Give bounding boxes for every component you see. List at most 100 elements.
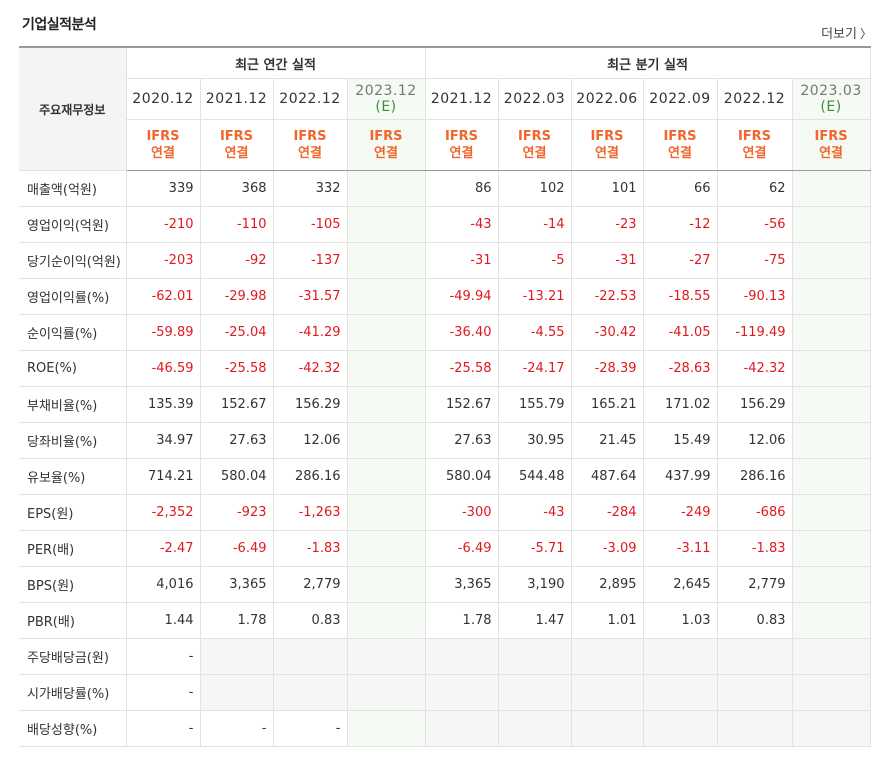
value-cell: 368 xyxy=(199,170,274,207)
value-cell xyxy=(791,566,871,603)
value-cell: -923 xyxy=(199,494,274,531)
value-cell: -249 xyxy=(642,494,718,531)
value-cell: 437.99 xyxy=(642,458,718,495)
value-cell: -3.11 xyxy=(642,530,718,567)
value-cell: 27.63 xyxy=(199,422,274,459)
value-cell: 135.39 xyxy=(125,386,201,423)
value-cell: -31 xyxy=(424,242,499,279)
value-cell xyxy=(791,458,871,495)
period-label: 2021.12 xyxy=(205,91,268,107)
financial-summary-table: 주요재무정보 최근 연간 실적 최근 분기 실적 2020.12 2021.12 2… xyxy=(19,46,871,747)
value-cell: 1.01 xyxy=(570,602,644,639)
value-cell xyxy=(791,422,871,459)
value-cell xyxy=(642,638,718,675)
row-label: PER(배) xyxy=(19,530,127,567)
value-cell: 155.79 xyxy=(497,386,572,423)
value-cell: 0.83 xyxy=(272,602,348,639)
value-cell: -300 xyxy=(424,494,499,531)
value-cell: 21.45 xyxy=(570,422,644,459)
estimate-mark: (E) xyxy=(375,99,397,115)
table-row: 유보율(%) 714.21 580.04 286.16 580.04 544.48 487.… xyxy=(19,458,871,495)
value-cell: -22.53 xyxy=(570,278,644,315)
value-cell: -46.59 xyxy=(125,350,201,387)
value-cell: -119.49 xyxy=(716,314,793,351)
period-header: 2023.12 (E) xyxy=(346,78,426,120)
value-cell: -25.58 xyxy=(424,350,499,387)
row-label: 주당배당금(원) xyxy=(19,638,127,675)
value-cell xyxy=(346,386,426,423)
value-cell xyxy=(272,638,348,675)
more-link[interactable]: 더보기 〉 xyxy=(821,23,872,42)
value-cell: -2.47 xyxy=(125,530,201,567)
value-cell xyxy=(346,350,426,387)
value-cell: -28.39 xyxy=(570,350,644,387)
value-cell: 3,365 xyxy=(424,566,499,603)
value-cell: 34.97 xyxy=(125,422,201,459)
row-label: 당기순이익(억원) xyxy=(19,242,127,279)
ifrs-label: IFRS xyxy=(146,129,180,144)
value-cell: - xyxy=(125,638,201,675)
period-header: 2021.12 xyxy=(199,78,274,120)
value-cell: 156.29 xyxy=(716,386,793,423)
value-cell: 339 xyxy=(125,170,201,207)
row-label: 매출액(억원) xyxy=(19,170,127,207)
annual-group-header: 최근 연간 실적 xyxy=(125,46,426,79)
value-cell: -42.32 xyxy=(716,350,793,387)
value-cell: -5 xyxy=(497,242,572,279)
table-row: PBR(배) 1.44 1.78 0.83 1.78 1.47 1.01 1.03 0.83 xyxy=(19,602,871,639)
value-cell: -41.05 xyxy=(642,314,718,351)
value-cell: -18.55 xyxy=(642,278,718,315)
table-row: 영업이익(억원) -210 -110 -105 -43 -14 -23 -12 -56 xyxy=(19,206,871,243)
row-label: 유보율(%) xyxy=(19,458,127,495)
value-cell: 165.21 xyxy=(570,386,644,423)
period-label: 2021.12 xyxy=(430,91,493,107)
row-label: 배당성향(%) xyxy=(19,710,127,747)
value-cell: -59.89 xyxy=(125,314,201,351)
value-cell: 171.02 xyxy=(642,386,718,423)
value-cell xyxy=(791,170,871,207)
ifrs-badge: IFRS 연결 xyxy=(791,119,871,171)
value-cell xyxy=(791,278,871,315)
consolidated-label: 연결 xyxy=(819,146,843,161)
value-cell xyxy=(642,710,718,747)
value-cell xyxy=(497,638,572,675)
row-label: PBR(배) xyxy=(19,602,127,639)
value-cell xyxy=(791,530,871,567)
value-cell xyxy=(497,674,572,711)
value-cell: 1.03 xyxy=(642,602,718,639)
value-cell xyxy=(424,638,499,675)
value-cell: -12 xyxy=(642,206,718,243)
value-cell xyxy=(346,458,426,495)
value-cell: -1.83 xyxy=(272,530,348,567)
table-row: 당기순이익(억원) -203 -92 -137 -31 -5 -31 -27 -75 xyxy=(19,242,871,279)
value-cell: - xyxy=(125,674,201,711)
value-cell: -31.57 xyxy=(272,278,348,315)
consolidated-label: 연결 xyxy=(595,146,619,161)
value-cell xyxy=(346,314,426,351)
value-cell: -25.04 xyxy=(199,314,274,351)
value-cell: -6.49 xyxy=(199,530,274,567)
value-cell: -210 xyxy=(125,206,201,243)
table-row: ROE(%) -46.59 -25.58 -42.32 -25.58 -24.17 -28.… xyxy=(19,350,871,387)
period-label: 2020.12 xyxy=(132,91,194,107)
value-cell: -137 xyxy=(272,242,348,279)
value-cell: -4.55 xyxy=(497,314,572,351)
period-header: 2022.03 xyxy=(497,78,572,120)
ifrs-badge: IFRS 연결 xyxy=(424,119,499,171)
row-label: 당좌비율(%) xyxy=(19,422,127,459)
value-cell: -13.21 xyxy=(497,278,572,315)
ifrs-label: IFRS xyxy=(663,129,697,144)
estimate-mark: (E) xyxy=(820,99,842,115)
value-cell: -49.94 xyxy=(424,278,499,315)
value-cell: -105 xyxy=(272,206,348,243)
value-cell: 2,645 xyxy=(642,566,718,603)
value-cell: - xyxy=(125,710,201,747)
table-row: 주당배당금(원) - xyxy=(19,638,871,675)
value-cell xyxy=(716,638,793,675)
value-cell xyxy=(346,602,426,639)
value-cell: -30.42 xyxy=(570,314,644,351)
value-cell xyxy=(716,674,793,711)
table-row: BPS(원) 4,016 3,365 2,779 3,365 3,190 2,895 2,64… xyxy=(19,566,871,603)
value-cell: -24.17 xyxy=(497,350,572,387)
consolidated-label: 연결 xyxy=(742,146,767,161)
